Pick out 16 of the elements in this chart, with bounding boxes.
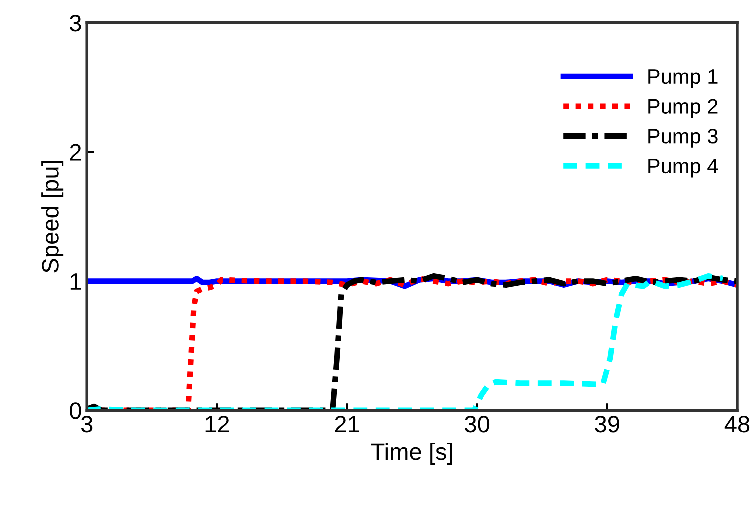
x-tick-label: 21	[335, 416, 360, 433]
y-tick-label: 1	[70, 274, 82, 290]
legend-label: Pump 4	[648, 159, 718, 178]
x-tick-label: 3	[81, 416, 93, 433]
x-tick-label: 30	[465, 416, 490, 433]
x-axis-title: Time [s]	[371, 442, 452, 465]
y-tick-label: 2	[70, 144, 82, 161]
legend-label: Pump 2	[648, 99, 718, 118]
x-tick-label: 39	[595, 416, 620, 433]
x-tick-label: 12	[206, 416, 230, 433]
legend-label: Pump 1	[648, 70, 718, 88]
x-tick-label: 48	[724, 416, 750, 433]
legend-label: Pump 3	[648, 129, 718, 148]
y-axis-title: Speed [pu]	[42, 161, 64, 273]
y-tick-label: 3	[70, 15, 82, 32]
y-tick-label: 0	[70, 402, 82, 420]
